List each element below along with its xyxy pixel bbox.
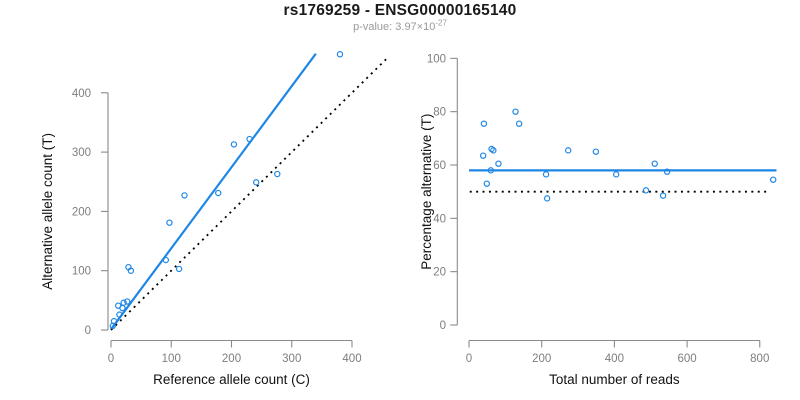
chart-1-y-axis-title: Percentage alternative (T) [419, 114, 434, 270]
chart-0-data-point [124, 298, 131, 305]
chart-1-data-point [495, 160, 502, 167]
chart-0-x-axis-title: Reference allele count (C) [153, 372, 310, 387]
chart-0-x-tick-label: 0 [108, 353, 114, 365]
chart-1-y-tick-label: 100 [427, 53, 446, 65]
chart-0-data-point [115, 302, 122, 309]
chart-0-data-point [166, 219, 173, 226]
figure-title: rs1769259 - ENSG00000165140 [283, 2, 517, 19]
identity-line [110, 57, 388, 331]
chart-1-x-tick-label: 200 [532, 353, 551, 365]
chart-1-y-tick-label: 60 [433, 160, 446, 172]
chart-1-data-point [659, 192, 667, 199]
chart-0-data-point [127, 267, 135, 274]
chart-0-y-axis-title: Alternative allele count (T) [40, 133, 55, 290]
chart-1-x-tick-label: 0 [466, 353, 472, 365]
chart-1-y-tick-label: 0 [440, 320, 446, 332]
chart-0-data-point [230, 141, 238, 148]
chart-0-data-point [181, 192, 188, 199]
chart-0-x-tick-label: 300 [282, 353, 301, 365]
chart-0-data-point [246, 135, 253, 143]
chart-1-data-point [483, 180, 491, 187]
chart-1-data-point [479, 152, 487, 159]
chart-0-y-tick-label: 100 [72, 266, 91, 278]
pvalue-exponent: -27 [435, 18, 447, 28]
chart-1-data-point [480, 120, 488, 127]
chart-0-data-point [175, 265, 183, 273]
chart-1-x-tick-label: 400 [605, 353, 624, 365]
chart-1-data-point [515, 120, 523, 127]
chart-0-data-point [109, 322, 117, 330]
chart-0-data-point [336, 51, 344, 58]
chart-1-data-point [490, 147, 497, 154]
chart-1-data-point [770, 176, 777, 183]
chart-1-x-tick-label: 600 [677, 353, 696, 365]
chart-0-y-tick-label: 300 [72, 147, 91, 159]
chart-1-data-point [543, 195, 551, 202]
chart-0-y-tick-label: 200 [72, 206, 91, 218]
chart-0-x-tick-label: 200 [222, 353, 241, 365]
chart-1-data-point [663, 168, 671, 175]
chart-1-data-point [512, 108, 519, 115]
chart-1-data-point [592, 148, 600, 155]
chart-0-y-tick-label: 0 [85, 325, 91, 337]
chart-1-data-point [642, 187, 650, 194]
chart-1-data-point [651, 160, 658, 167]
chart-1-y-tick-label: 20 [433, 267, 446, 279]
pvalue-text: p-value: 3.97×10 [353, 21, 436, 33]
chart-1-data-point [612, 171, 620, 178]
chart-1-y-tick-label: 40 [433, 213, 446, 225]
chart-0-y-tick-label: 400 [72, 88, 91, 100]
chart-1-data-point [487, 167, 495, 174]
chart-1-x-axis-title: Total number of reads [549, 372, 680, 387]
chart-0-data-point [253, 179, 260, 186]
chart-0-x-tick-label: 400 [342, 353, 361, 365]
chart-0-data-point [274, 170, 281, 178]
chart-1-y-tick-label: 80 [433, 107, 446, 119]
chart-0-data-point [215, 189, 222, 197]
pvalue-subtitle: p-value: 3.97×10-27 [0, 18, 800, 33]
regression-line [110, 53, 317, 331]
chart-1-x-tick-label: 800 [750, 353, 769, 365]
chart-1-data-point [542, 171, 550, 178]
chart-0-data-point [162, 256, 170, 264]
chart-1-data-point [565, 147, 572, 154]
chart-0-x-tick-label: 100 [162, 353, 181, 365]
chart-0-data-point [116, 311, 123, 318]
